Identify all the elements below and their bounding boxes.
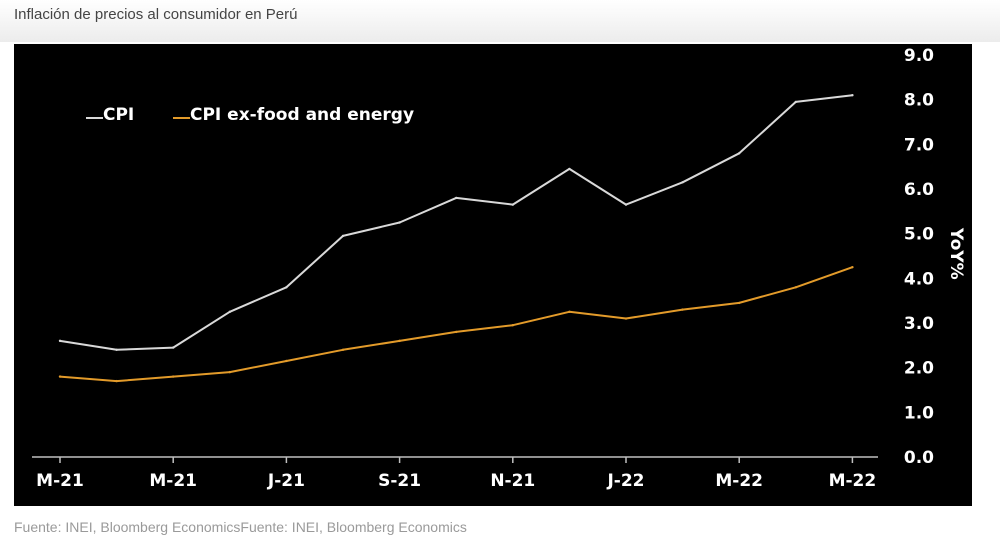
data-point-cpi <box>511 203 514 206</box>
data-point-cpi-core <box>228 370 231 374</box>
data-point-cpi <box>398 221 401 224</box>
data-point-cpi-core <box>285 359 288 363</box>
data-point-cpi <box>624 203 628 206</box>
y-tick-label: 5.0 <box>904 225 934 245</box>
data-point-cpi-core <box>794 286 797 289</box>
legend-label: CPI ex-food and energy <box>190 105 414 125</box>
header-band <box>0 0 1000 42</box>
data-point-cpi <box>738 152 741 155</box>
y-tick-label: 7.0 <box>904 135 934 155</box>
series-line-cpi <box>59 94 853 351</box>
y-tick-label: 2.0 <box>904 359 934 379</box>
data-point-cpi <box>681 181 684 184</box>
data-point-cpi-core <box>511 324 514 327</box>
legend-label: CPI <box>103 105 134 125</box>
y-axis-title: YoY% <box>946 227 966 280</box>
data-point-cpi <box>455 196 458 200</box>
data-point-cpi <box>228 310 231 314</box>
x-tick-label: M-22 <box>829 471 877 491</box>
x-tick-label: M-22 <box>715 471 763 491</box>
chart-title: Inflación de precios al consumidor en Pe… <box>14 6 298 23</box>
data-point-cpi-core <box>398 339 401 343</box>
source-note: Fuente: INEI, Bloomberg EconomicsFuente:… <box>14 519 467 535</box>
data-point-cpi-core <box>568 310 571 314</box>
x-tick-label: M-21 <box>149 471 197 491</box>
y-tick-label: 9.0 <box>904 46 934 66</box>
chart-frame: M-21 M-21 J-21 S-21 N-21 J-22 M-22 M-22 0.0 1.0 2.… <box>14 44 972 506</box>
x-tick-label: S-21 <box>378 471 421 491</box>
data-point-cpi-core <box>851 265 854 269</box>
y-tick-label: 8.0 <box>904 91 934 111</box>
series-line-cpi-core <box>59 266 853 383</box>
data-point-cpi <box>794 100 797 104</box>
x-tick-label: J-22 <box>606 471 644 491</box>
data-point-cpi <box>851 94 854 97</box>
data-point-cpi <box>285 286 288 289</box>
data-point-cpi <box>341 234 345 238</box>
data-point-cpi-core <box>115 379 118 383</box>
y-tick-label: 4.0 <box>904 269 934 289</box>
data-point-cpi <box>58 339 62 343</box>
data-point-cpi-core <box>681 308 684 311</box>
data-point-cpi-core <box>624 317 628 320</box>
data-point-cpi-core <box>738 301 741 305</box>
x-tick-label: M-21 <box>36 471 84 491</box>
data-point-cpi <box>568 167 571 171</box>
data-point-cpi-core <box>341 348 345 351</box>
data-point-cpi <box>115 348 118 351</box>
data-point-cpi-core <box>58 375 62 378</box>
x-tick-label: N-21 <box>490 471 535 491</box>
data-point-cpi <box>172 346 175 349</box>
y-tick-label: 6.0 <box>904 180 934 200</box>
line-chart: M-21 M-21 J-21 S-21 N-21 J-22 M-22 M-22 0.0 1.0 2.… <box>32 46 966 491</box>
x-tick-label: J-21 <box>267 471 305 491</box>
y-tick-label: 0.0 <box>904 448 934 468</box>
data-point-cpi-core <box>172 375 175 378</box>
y-tick-label: 3.0 <box>904 314 934 334</box>
data-point-cpi-core <box>455 330 458 334</box>
y-tick-label: 1.0 <box>904 403 934 423</box>
